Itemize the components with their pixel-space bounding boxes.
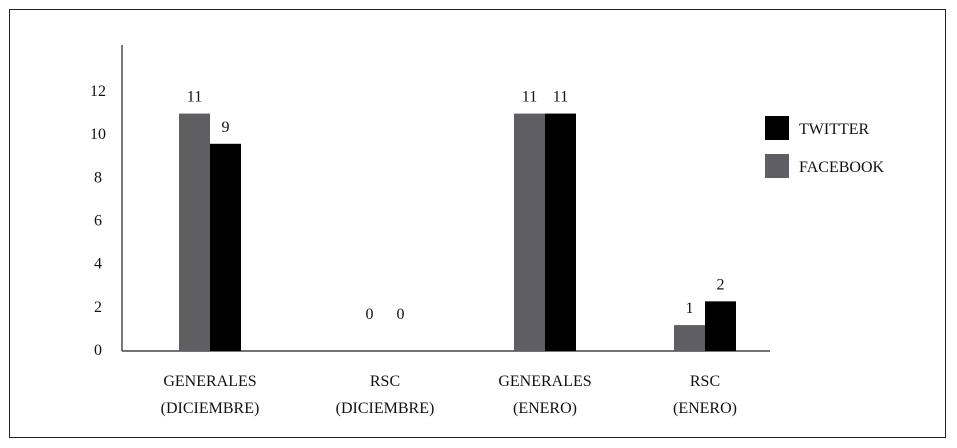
y-tick-label: 6 xyxy=(94,213,102,230)
y-tick-label: 0 xyxy=(94,342,102,359)
y-tick-label: 4 xyxy=(94,256,102,273)
y-tick-label: 8 xyxy=(94,169,102,186)
data-label-facebook: 0 xyxy=(366,306,374,323)
category-label: RSC xyxy=(370,373,400,390)
bar-twitter xyxy=(705,301,736,351)
category-label: GENERALES xyxy=(498,373,591,390)
y-tick-label: 2 xyxy=(94,299,102,316)
bar-twitter xyxy=(210,143,241,351)
data-label-facebook: 1 xyxy=(686,300,694,317)
category-label: (DICIEMBRE) xyxy=(161,400,260,417)
legend-label-facebook: FACEBOOK xyxy=(799,159,884,176)
data-label-facebook: 11 xyxy=(522,89,537,106)
bar-twitter xyxy=(545,113,576,351)
y-tick-label: 12 xyxy=(90,83,106,100)
legend-swatch-facebook xyxy=(765,154,789,178)
legend-swatch-twitter xyxy=(765,116,789,140)
category-label: (ENERO) xyxy=(673,400,737,417)
category-label: RSC xyxy=(690,373,720,390)
category-label: GENERALES xyxy=(163,373,256,390)
data-label-facebook: 11 xyxy=(187,89,202,106)
bar-facebook xyxy=(514,113,545,351)
y-tick-label: 10 xyxy=(90,126,106,143)
legend-label-twitter: TWITTER xyxy=(799,121,870,138)
data-label-twitter: 9 xyxy=(222,119,230,136)
data-label-twitter: 0 xyxy=(397,306,405,323)
category-label: (ENERO) xyxy=(513,400,577,417)
chart-frame xyxy=(9,9,946,438)
bar-facebook xyxy=(179,113,210,351)
bar-facebook xyxy=(674,325,705,351)
category-label: (DICIEMBRE) xyxy=(336,400,435,417)
data-label-twitter: 11 xyxy=(553,89,568,106)
data-label-twitter: 2 xyxy=(717,276,725,293)
